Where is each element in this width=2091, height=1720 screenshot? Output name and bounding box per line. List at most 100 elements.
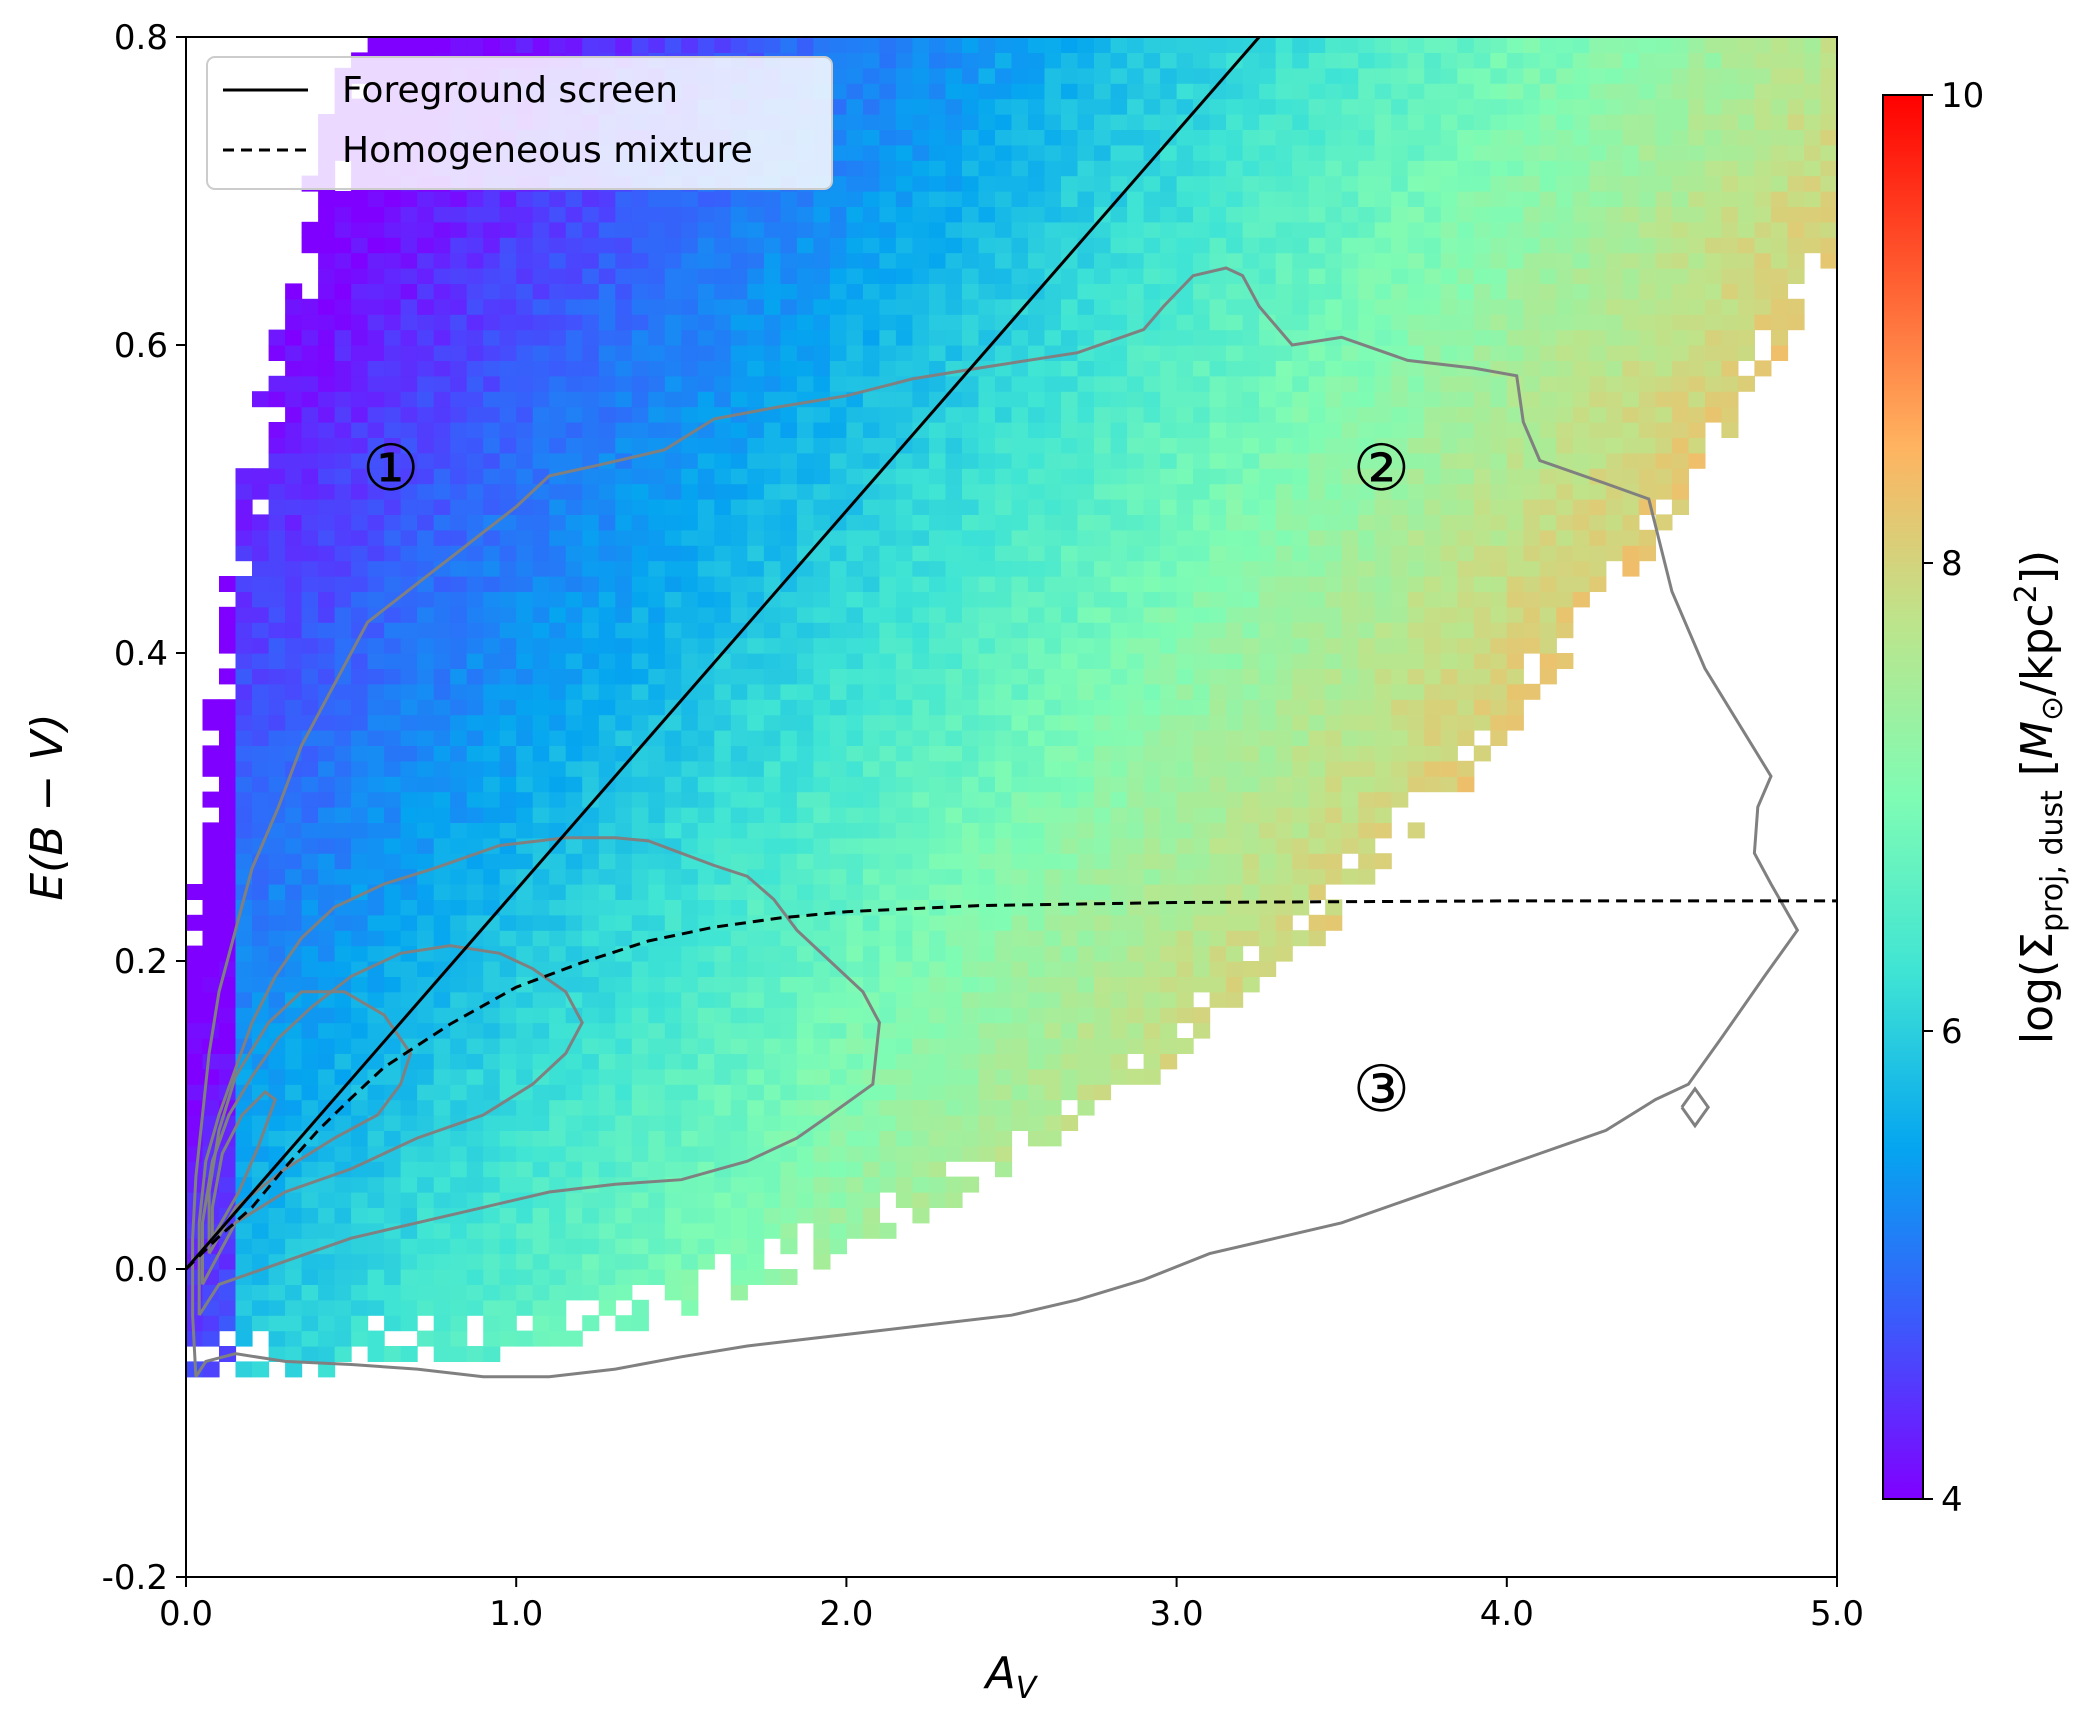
heatmap-cell — [730, 776, 748, 793]
heatmap-cell — [945, 714, 963, 731]
heatmap-cell — [763, 837, 781, 854]
heatmap-cell — [763, 314, 781, 331]
heatmap-cell — [929, 268, 947, 284]
heatmap-cell — [664, 1192, 682, 1208]
heatmap-cell — [846, 191, 864, 207]
heatmap-cell — [978, 283, 996, 300]
heatmap-cell — [879, 884, 897, 900]
heatmap-cell — [1028, 144, 1046, 161]
heatmap-cell — [681, 714, 699, 731]
heatmap-cell — [681, 268, 699, 284]
heatmap-cell — [565, 268, 583, 284]
heatmap-cell — [1143, 268, 1161, 284]
heatmap-cell — [582, 714, 600, 731]
heatmap-cell — [1011, 791, 1029, 808]
heatmap-cell — [730, 560, 748, 577]
heatmap-cell — [1044, 653, 1062, 669]
heatmap-cell — [1193, 221, 1211, 238]
heatmap-cell — [367, 283, 385, 300]
heatmap-cell — [252, 683, 270, 700]
heatmap-cell — [1028, 360, 1046, 377]
heatmap-cell — [664, 1084, 682, 1101]
heatmap-cell — [747, 837, 765, 854]
heatmap-cell — [648, 191, 666, 207]
heatmap-cell — [1077, 437, 1095, 454]
heatmap-cell — [384, 1192, 402, 1208]
heatmap-cell — [219, 606, 237, 623]
heatmap-cell — [648, 683, 666, 700]
heatmap-cell — [813, 437, 831, 454]
heatmap-cell — [1176, 606, 1194, 623]
heatmap-cell — [895, 1130, 913, 1147]
heatmap-cell — [532, 791, 550, 808]
heatmap-cell — [813, 776, 831, 793]
heatmap-cell — [714, 268, 732, 284]
heatmap-cell — [747, 298, 765, 315]
heatmap-cell — [483, 884, 501, 900]
heatmap-cell — [1176, 837, 1194, 854]
heatmap-cell — [1209, 930, 1227, 947]
heatmap-cell — [1127, 914, 1145, 931]
heatmap-cell — [912, 1145, 930, 1162]
heatmap-cell — [1077, 422, 1095, 438]
heatmap-cell — [895, 314, 913, 331]
heatmap-cell — [318, 760, 336, 777]
heatmap-cell — [1193, 67, 1211, 84]
heatmap-cell — [929, 1038, 947, 1054]
heatmap-cell — [1011, 837, 1029, 854]
heatmap-cell — [549, 1330, 567, 1347]
heatmap-cell — [862, 976, 880, 993]
heatmap-cell — [879, 391, 897, 408]
heatmap-cell — [747, 1053, 765, 1070]
heatmap-cell — [450, 206, 468, 223]
heatmap-cell — [516, 329, 534, 346]
heatmap-cell — [1275, 514, 1293, 531]
heatmap-cell — [697, 375, 715, 392]
heatmap-cell — [1226, 283, 1244, 300]
heatmap-cell — [384, 345, 402, 361]
heatmap-cell — [450, 1145, 468, 1162]
heatmap-cell — [285, 345, 303, 361]
heatmap-cell — [1094, 822, 1112, 839]
heatmap-cell — [730, 961, 748, 977]
heatmap-cell — [697, 637, 715, 654]
heatmap-cell — [466, 406, 484, 423]
heatmap-cell — [367, 499, 385, 515]
heatmap-cell — [1143, 884, 1161, 900]
heatmap-cell — [1127, 606, 1145, 623]
heatmap-cell — [846, 1053, 864, 1070]
heatmap-cell — [962, 298, 980, 315]
heatmap-cell — [417, 853, 435, 870]
heatmap-cell — [664, 1099, 682, 1116]
heatmap-cell — [1275, 483, 1293, 500]
heatmap-cell — [1143, 560, 1161, 577]
heatmap-cell — [1160, 144, 1178, 161]
heatmap-cell — [978, 653, 996, 669]
heatmap-cell — [1209, 776, 1227, 793]
heatmap-cell — [1193, 576, 1211, 592]
heatmap-cell — [895, 699, 913, 716]
heatmap-cell — [862, 283, 880, 300]
heatmap-cell — [1176, 545, 1194, 562]
heatmap-cell — [1193, 37, 1211, 53]
heatmap-cell — [945, 391, 963, 408]
heatmap-cell — [1094, 668, 1112, 685]
heatmap-cell — [615, 529, 633, 546]
heatmap-cell — [549, 683, 567, 700]
heatmap-cell — [895, 668, 913, 685]
heatmap-cell — [631, 37, 649, 53]
heatmap-cell — [747, 730, 765, 746]
heatmap-cell — [252, 976, 270, 993]
heatmap-cell — [334, 514, 352, 531]
heatmap-cell — [433, 283, 451, 300]
heatmap-cell — [995, 1038, 1013, 1054]
heatmap-cell — [334, 1038, 352, 1054]
heatmap-cell — [549, 191, 567, 207]
heatmap-cell — [318, 529, 336, 546]
heatmap-cell — [598, 884, 616, 900]
heatmap-cell — [1176, 760, 1194, 777]
heatmap-cell — [483, 298, 501, 315]
heatmap-cell — [318, 945, 336, 962]
heatmap-cell — [285, 283, 303, 300]
heatmap-cell — [648, 899, 666, 916]
